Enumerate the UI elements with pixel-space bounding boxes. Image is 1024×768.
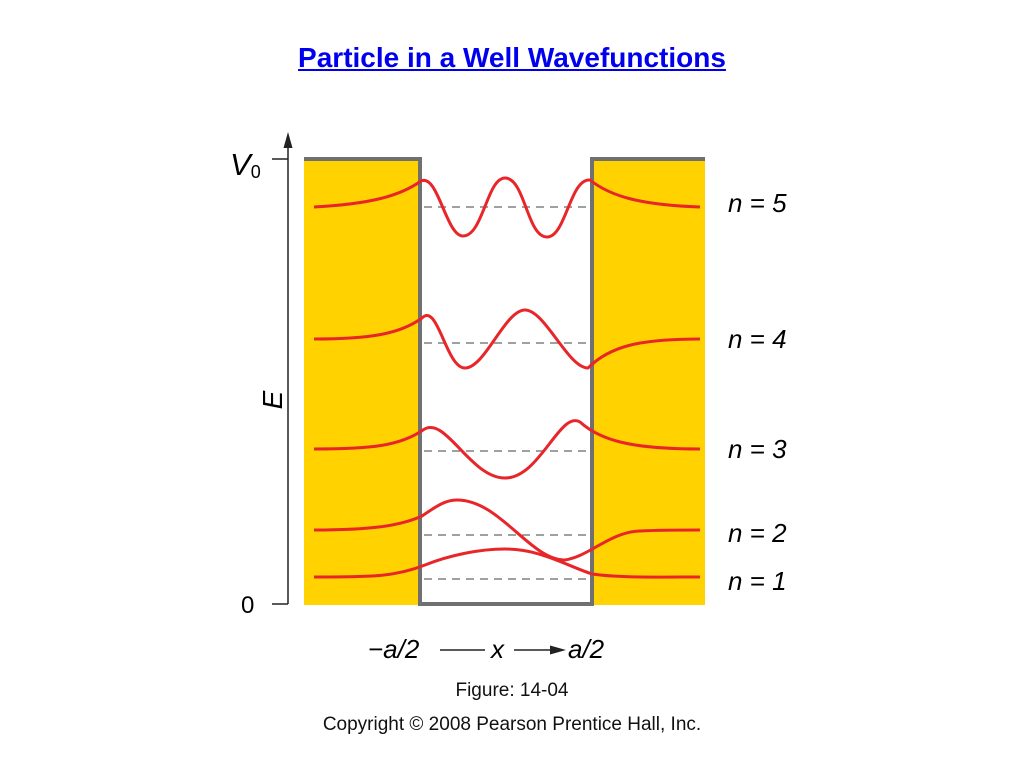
left-barrier bbox=[304, 159, 420, 605]
level-label-n1: n = 1 bbox=[728, 566, 787, 596]
level-label-n4: n = 4 bbox=[728, 324, 787, 354]
x-right-label: a/2 bbox=[568, 634, 605, 664]
level-label-n5: n = 5 bbox=[728, 188, 787, 218]
x-left-label: −a/2 bbox=[368, 634, 420, 664]
wavefunction-n5 bbox=[313, 176, 701, 239]
zero-label: 0 bbox=[241, 592, 254, 619]
energy-axis-arrow bbox=[283, 132, 293, 148]
wavefunction-n1 bbox=[313, 547, 701, 579]
level-label-n2: n = 2 bbox=[728, 518, 787, 548]
page-title: Particle in a Well Wavefunctions bbox=[298, 42, 726, 73]
level-label-n3: n = 3 bbox=[728, 434, 787, 464]
x-middle-label: x bbox=[489, 634, 505, 664]
wavefunction-n3 bbox=[313, 419, 701, 480]
wavefunction-n2 bbox=[313, 498, 701, 562]
wavefunctions bbox=[313, 176, 701, 579]
well-walls bbox=[304, 157, 705, 606]
wavefunction-n4 bbox=[313, 308, 701, 370]
x-right-arrowhead bbox=[550, 645, 566, 655]
figure-caption: Figure: 14-04 bbox=[455, 680, 569, 701]
energy-axis-label: E bbox=[257, 390, 288, 409]
v0-label: V0 bbox=[230, 147, 261, 182]
copyright-notice: Copyright © 2008 Pearson Prentice Hall, … bbox=[322, 714, 702, 735]
right-barrier bbox=[592, 159, 705, 605]
